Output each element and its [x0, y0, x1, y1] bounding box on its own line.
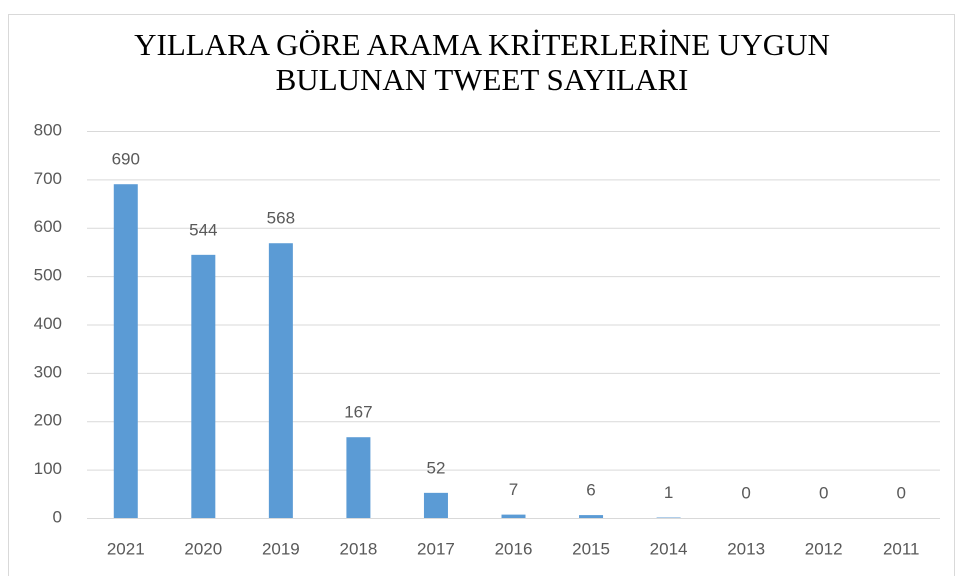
data-label: 7 [509, 480, 518, 499]
data-label: 1 [664, 483, 673, 502]
y-tick-label: 800 [34, 120, 62, 139]
x-tick-label: 2012 [805, 539, 843, 558]
x-tick-label: 2020 [184, 539, 222, 558]
data-label: 568 [267, 209, 295, 228]
x-tick-label: 2016 [495, 539, 533, 558]
y-tick-label: 0 [53, 507, 62, 526]
bar [191, 254, 216, 518]
x-tick-label: 2019 [262, 539, 300, 558]
bar [268, 243, 293, 519]
data-label: 167 [344, 403, 372, 422]
chart-border [8, 14, 955, 576]
bar [113, 184, 138, 518]
data-label: 0 [896, 483, 905, 502]
x-tick-label: 2014 [650, 539, 688, 558]
bar [579, 515, 604, 518]
y-tick-label: 500 [34, 266, 62, 285]
x-tick-label: 2017 [417, 539, 455, 558]
chart-title: BULUNAN TWEET SAYILARI [276, 62, 689, 97]
y-tick-label: 200 [34, 411, 62, 430]
y-tick-label: 300 [34, 362, 62, 381]
data-label: 690 [112, 150, 140, 169]
chart-title: YILLARA GÖRE ARAMA KRİTERLERİNE UYGUN [134, 27, 830, 62]
data-label: 0 [741, 483, 750, 502]
x-tick-label: 2015 [572, 539, 610, 558]
bar [501, 514, 526, 518]
y-tick-label: 400 [34, 314, 62, 333]
data-label: 52 [426, 458, 445, 477]
y-tick-label: 700 [34, 169, 62, 188]
x-tick-label: 2018 [339, 539, 377, 558]
bar [346, 437, 371, 518]
y-tick-label: 100 [34, 459, 62, 478]
data-label: 6 [586, 481, 595, 500]
y-tick-label: 600 [34, 217, 62, 236]
data-label: 544 [189, 220, 217, 239]
data-label: 0 [819, 483, 828, 502]
x-tick-label: 2011 [883, 539, 920, 558]
x-tick-label: 2013 [727, 539, 765, 558]
x-tick-label: 2021 [107, 539, 145, 558]
bar [423, 492, 448, 518]
